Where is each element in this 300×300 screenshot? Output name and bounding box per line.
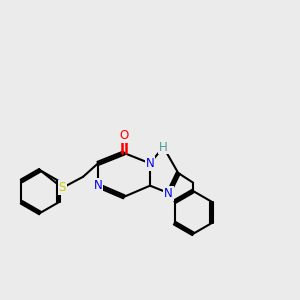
Text: S: S: [58, 182, 66, 194]
Text: N: N: [164, 187, 173, 200]
Text: O: O: [119, 129, 129, 142]
Text: H: H: [159, 140, 168, 154]
Text: N: N: [146, 157, 154, 170]
Text: N: N: [94, 179, 102, 192]
